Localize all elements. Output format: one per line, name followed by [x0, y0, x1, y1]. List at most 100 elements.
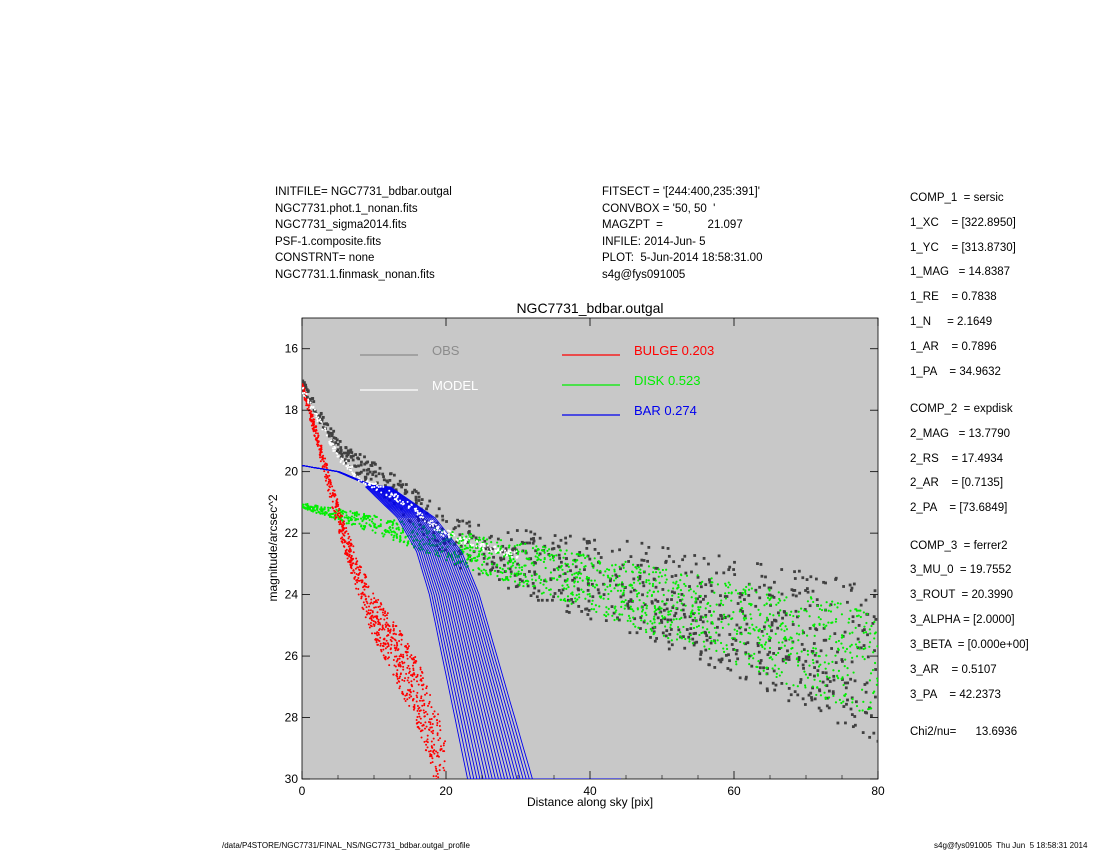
obs-point [492, 555, 495, 559]
obs-point [343, 461, 347, 465]
obs-point [738, 626, 742, 630]
bulge-point [431, 723, 434, 726]
disk-point [517, 550, 520, 553]
model-point [357, 479, 360, 482]
disk-point [306, 502, 309, 506]
bulge-point [403, 697, 406, 700]
obs-point [456, 518, 459, 522]
bulge-point [327, 480, 330, 483]
disk-point [629, 619, 632, 623]
bulge-point [415, 694, 418, 697]
obs-point [467, 520, 471, 524]
obs-point [528, 570, 531, 573]
obs-point [809, 575, 813, 579]
obs-point [629, 599, 633, 603]
obs-point [323, 422, 327, 426]
model-point [341, 458, 344, 461]
disk-point [486, 574, 490, 577]
obs-point [353, 464, 357, 468]
bulge-point [420, 678, 423, 681]
disk-point [382, 535, 385, 538]
disk-point [406, 544, 409, 547]
model-point [487, 550, 490, 553]
obs-point [840, 658, 844, 661]
disk-point [532, 564, 535, 567]
bulge-point [383, 612, 386, 615]
obs-point [699, 600, 702, 604]
model-point [407, 506, 410, 509]
disk-point [350, 518, 353, 522]
bulge-point [379, 636, 382, 639]
bulge-point [410, 680, 413, 683]
disk-point [369, 524, 372, 528]
disk-point [472, 550, 475, 553]
bulge-point [416, 680, 419, 683]
obs-point [363, 475, 367, 479]
disk-point [661, 614, 664, 618]
disk-point [605, 568, 609, 571]
obs-point [773, 618, 777, 622]
disk-point [741, 612, 745, 615]
disk-point [379, 524, 382, 528]
disk-point [722, 616, 726, 619]
disk-point [587, 580, 590, 583]
disk-point [722, 603, 725, 607]
obs-point [821, 671, 825, 674]
bulge-point [345, 548, 348, 551]
disk-point [675, 617, 678, 621]
disk-point [513, 580, 517, 583]
bulge-point [426, 734, 429, 737]
disk-point [607, 597, 610, 601]
obs-point [853, 723, 857, 727]
disk-point [716, 583, 720, 586]
obs-point [587, 609, 591, 612]
disk-point [391, 526, 394, 529]
obs-point [767, 593, 771, 597]
disk-point [771, 667, 774, 670]
disk-point [850, 643, 853, 646]
obs-point [792, 589, 796, 592]
obs-point [370, 461, 374, 465]
obs-point [655, 567, 659, 570]
bulge-point [392, 629, 395, 632]
bulge-point [397, 663, 400, 666]
bulge-point [326, 483, 329, 486]
bulge-point [312, 424, 315, 427]
obs-point [552, 568, 556, 572]
disk-point [501, 571, 504, 574]
obs-point [654, 566, 658, 570]
obs-point [338, 440, 342, 443]
disk-point [781, 622, 784, 625]
disk-point [528, 557, 531, 560]
disk-point [715, 631, 718, 634]
disk-point [490, 552, 493, 555]
obs-point [809, 691, 813, 695]
disk-point [620, 605, 623, 608]
disk-point [750, 587, 753, 590]
disk-point [672, 581, 675, 584]
disk-point [564, 552, 567, 556]
disk-point [722, 613, 726, 616]
obs-point [874, 695, 877, 699]
bulge-point [369, 622, 372, 625]
disk-point [724, 584, 728, 587]
disk-point [573, 585, 576, 588]
disk-point [622, 563, 626, 566]
header-fitsect: FITSECT = '[244:400,235:391]' [602, 186, 760, 198]
bulge-point [418, 699, 421, 702]
bulge-point [377, 643, 380, 646]
disk-point [701, 626, 704, 629]
bulge-point [358, 579, 361, 582]
bulge-point [314, 432, 317, 435]
disk-point [868, 679, 872, 682]
disk-point [783, 599, 786, 602]
obs-point [374, 470, 377, 474]
obs-point [553, 592, 557, 595]
obs-point [655, 637, 659, 640]
obs-point [688, 585, 691, 588]
disk-point [604, 570, 607, 573]
obs-point [674, 574, 678, 577]
obs-point [336, 442, 340, 446]
bulge-point [338, 512, 341, 515]
bulge-point [337, 509, 340, 512]
